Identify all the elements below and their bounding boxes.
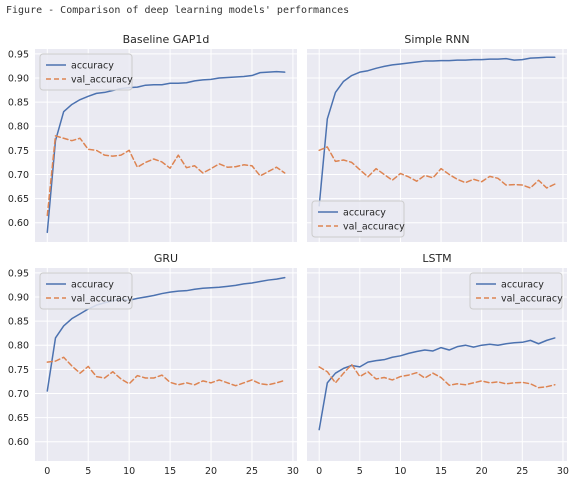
legend-box (39, 53, 133, 91)
panel-gru: GRU 0.60 0.65 0.70 0.75 0.80 0.85 0.90 0.95 0 5 10 1… (8, 252, 299, 477)
x-tick-label: 25 (246, 466, 258, 477)
x-tick-label: 15 (164, 466, 176, 477)
legend-box (469, 272, 563, 310)
y-tick-label: 0.95 (8, 49, 29, 60)
legend-label-val-accuracy: val_accuracy (501, 294, 563, 305)
y-tick-label: 0.85 (8, 317, 29, 328)
x-tick-label: 30 (557, 466, 569, 477)
y-tick-label: 0.75 (8, 365, 29, 376)
x-tick-label: 5 (85, 466, 91, 477)
legend-label-accuracy: accuracy (71, 280, 114, 291)
legend-box (39, 272, 133, 310)
y-tick-label: 0.90 (8, 292, 29, 303)
y-tick-label: 0.95 (8, 268, 29, 279)
y-tick-label: 0.80 (8, 122, 29, 133)
series-line-accuracy (46, 276, 286, 392)
x-tick-label: 15 (435, 466, 447, 477)
panel-title: GRU (154, 252, 178, 265)
series-line-val-accuracy (318, 363, 556, 389)
y-tick-label: 0.90 (8, 73, 29, 84)
legend-label-accuracy: accuracy (343, 208, 386, 219)
y-tick-label: 0.65 (8, 413, 29, 424)
series-line-val-accuracy (46, 135, 286, 217)
series-line-accuracy (318, 337, 556, 431)
x-tick-label: 10 (394, 466, 406, 477)
figure-caption: Figure - Comparison of deep learning mod… (6, 5, 350, 16)
series-line-val-accuracy (46, 356, 286, 387)
legend-label-val-accuracy: val_accuracy (343, 222, 405, 233)
series-line-accuracy (46, 70, 286, 234)
x-tick-label: 0 (44, 466, 50, 477)
legend-label-val-accuracy: val_accuracy (71, 294, 133, 305)
panel-baseline-gap1d: Baseline GAP1d 0.60 0.65 0.70 0.75 0.80 0.85 0.… (8, 33, 297, 242)
y-tick-label: 0.70 (8, 389, 29, 400)
x-tick-label: 20 (476, 466, 488, 477)
x-tick-label: 5 (357, 466, 363, 477)
panel-title: Baseline GAP1d (123, 33, 210, 46)
legend: accuracy val_accuracy (469, 272, 563, 310)
legend: accuracy val_accuracy (39, 272, 133, 310)
legend-label-accuracy: accuracy (501, 280, 544, 291)
y-tick-label: 0.65 (8, 194, 29, 205)
x-tick-label: 25 (516, 466, 528, 477)
legend-label-val-accuracy: val_accuracy (71, 75, 133, 86)
y-tick-label: 0.85 (8, 98, 29, 109)
x-tick-label: 20 (205, 466, 217, 477)
panel-lstm: LSTM 0 5 10 15 20 25 30 accuracy val_accuracy (307, 252, 569, 477)
panel-title: Simple RNN (404, 33, 469, 46)
panel-title: LSTM (422, 252, 451, 265)
y-tick-label: 0.70 (8, 170, 29, 181)
legend-label-accuracy: accuracy (71, 61, 114, 72)
legend: accuracy val_accuracy (311, 200, 405, 238)
x-tick-label: 30 (287, 466, 299, 477)
y-tick-label: 0.75 (8, 146, 29, 157)
panel-simple-rnn: Simple RNN accuracy val_accuracy (307, 33, 567, 242)
x-tick-label: 10 (123, 466, 135, 477)
x-tick-label: 0 (316, 466, 322, 477)
legend-box (311, 200, 405, 238)
legend: accuracy val_accuracy (39, 53, 133, 91)
series-line-accuracy (318, 56, 556, 207)
y-tick-label: 0.60 (8, 437, 29, 448)
y-tick-label: 0.80 (8, 341, 29, 352)
series-line-val-accuracy (318, 146, 556, 189)
y-tick-label: 0.60 (8, 218, 29, 229)
